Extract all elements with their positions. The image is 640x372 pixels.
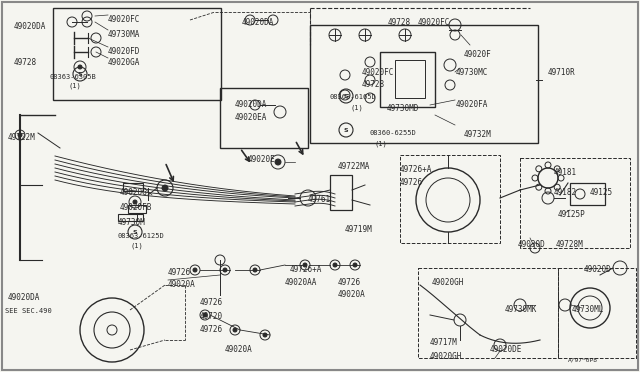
Text: 49730ML: 49730ML [572,305,604,314]
Bar [53,8,221,100]
Text: 49020A: 49020A [225,345,253,354]
Bar [330,175,352,210]
Text: 08363-6125D: 08363-6125D [118,233,164,239]
Bar [400,155,500,243]
Text: 49020AA: 49020AA [285,278,317,287]
Text: 49728: 49728 [14,58,37,67]
Bar [570,183,605,205]
Text: S: S [344,128,348,132]
Circle shape [223,268,227,272]
Text: 49730MD: 49730MD [387,104,419,113]
Circle shape [203,313,207,317]
Text: 49020DA: 49020DA [242,18,275,27]
Text: 49717M: 49717M [430,338,458,347]
Text: 49719M: 49719M [345,225,372,234]
Text: A/97^0P8: A/97^0P8 [568,358,598,363]
Circle shape [162,185,168,191]
Text: 49125P: 49125P [558,210,586,219]
Text: 49020DA: 49020DA [14,22,46,31]
Text: 49020DA: 49020DA [8,293,40,302]
Text: 49726: 49726 [338,278,361,287]
Text: S: S [344,93,348,99]
Text: 49728: 49728 [362,80,385,89]
Circle shape [133,200,137,204]
Text: 49020DE: 49020DE [490,345,522,354]
Text: 49020GH: 49020GH [432,278,465,287]
Text: 49726+A: 49726+A [400,165,433,174]
Text: (1): (1) [130,242,143,248]
Text: 49020E: 49020E [248,155,276,164]
Circle shape [275,159,281,165]
Bar [118,214,143,221]
Bar [520,158,630,248]
Text: 49020G: 49020G [120,188,148,197]
Text: 49726+A: 49726+A [290,265,323,274]
Circle shape [253,268,257,272]
Text: 49020A: 49020A [338,290,365,299]
Text: 49726: 49726 [168,268,191,277]
Text: 49728M: 49728M [556,240,584,249]
Text: 49182: 49182 [554,188,577,197]
Bar [558,268,636,358]
Circle shape [333,263,337,267]
Bar [380,52,435,107]
Text: 49020GA: 49020GA [108,58,140,67]
Text: (1): (1) [68,82,81,89]
Text: 49720: 49720 [200,312,223,321]
Circle shape [193,268,197,272]
Text: 08363-6305B: 08363-6305B [50,74,97,80]
Text: S: S [132,230,138,234]
Text: 49020FC: 49020FC [108,15,140,24]
Bar [128,205,146,213]
Text: 49020GH: 49020GH [430,352,462,361]
Text: (1): (1) [350,104,363,110]
Circle shape [353,263,357,267]
Text: (1): (1) [375,140,388,147]
Text: 49761: 49761 [308,195,331,204]
Circle shape [18,133,22,137]
Text: 49730MA: 49730MA [108,30,140,39]
Text: 49030D: 49030D [518,240,546,249]
Text: 49726: 49726 [400,178,423,187]
Text: 49732M: 49732M [464,130,492,139]
Text: S: S [77,71,83,77]
Text: 49020A: 49020A [168,280,196,289]
Text: 08360-6255D: 08360-6255D [370,130,417,136]
Text: 49125: 49125 [590,188,613,197]
Text: SEE SEC.490: SEE SEC.490 [5,308,52,314]
Text: 08363-6165D: 08363-6165D [330,94,377,100]
Bar [220,88,308,148]
Text: 49020FC: 49020FC [418,18,451,27]
Text: 49730MC: 49730MC [456,68,488,77]
Text: 49020DA: 49020DA [235,100,268,109]
Text: 49730M: 49730M [118,218,146,227]
Text: 49020F: 49020F [464,50,492,59]
Text: 49726: 49726 [200,298,223,307]
Bar [418,268,558,358]
Text: 49020FD: 49020FD [108,47,140,56]
Text: 49020D: 49020D [584,265,612,274]
Text: 49020FC: 49020FC [362,68,394,77]
Circle shape [263,333,267,337]
Text: 49710R: 49710R [548,68,576,77]
Text: 49730MK: 49730MK [505,305,538,314]
Circle shape [78,65,82,69]
Bar [123,183,143,191]
Text: 49726: 49726 [200,325,223,334]
Text: 49728: 49728 [388,18,411,27]
Text: 49020EA: 49020EA [235,113,268,122]
Circle shape [303,263,307,267]
Bar [395,60,425,98]
Text: 49020FB: 49020FB [120,203,152,212]
Text: 49020FA: 49020FA [456,100,488,109]
Text: 49722MA: 49722MA [338,162,371,171]
Text: 49181: 49181 [554,168,577,177]
Text: 49722M: 49722M [8,133,36,142]
Circle shape [233,328,237,332]
Bar [310,25,538,143]
